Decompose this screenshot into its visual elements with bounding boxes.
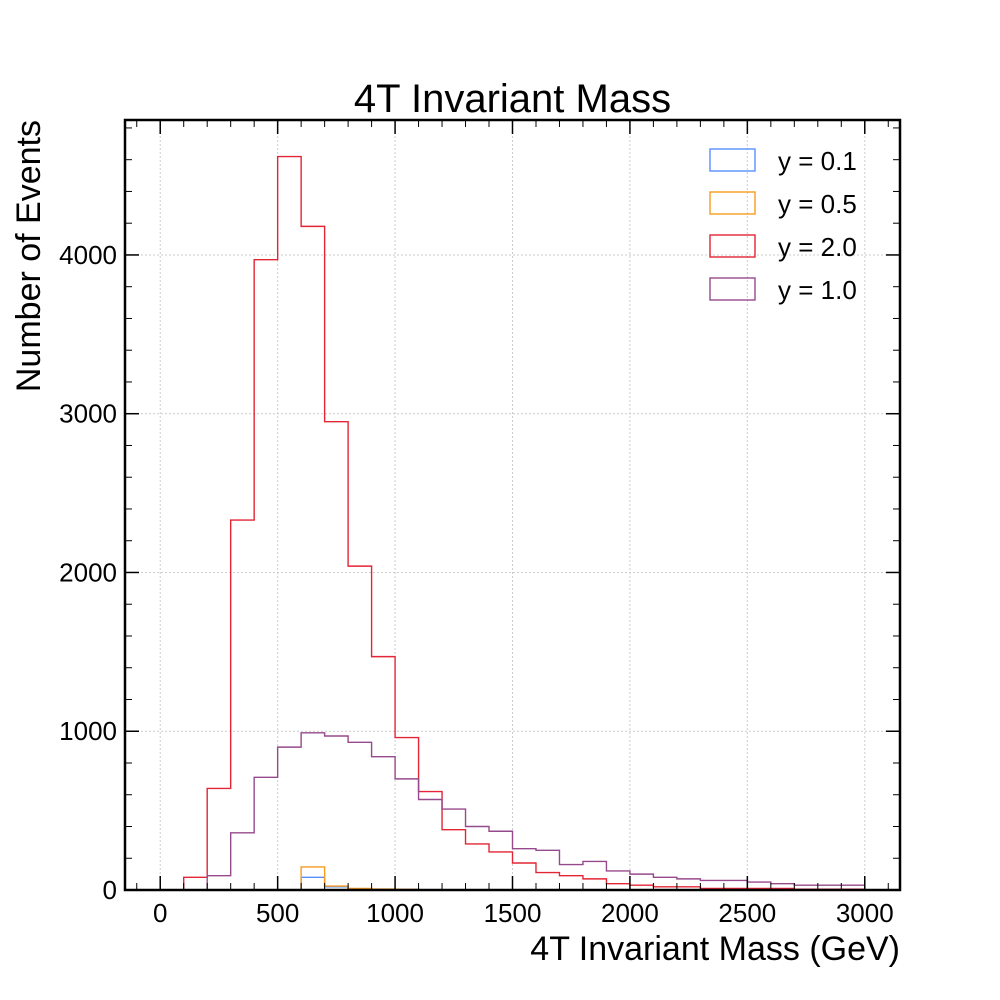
x-tick-label: 1000 <box>366 898 424 928</box>
x-tick-label: 0 <box>153 898 167 928</box>
legend-label-2: y = 0.5 <box>778 189 857 219</box>
series-line-3 <box>160 155 866 891</box>
series-line-4 <box>160 732 866 891</box>
x-tick-label: 500 <box>256 898 299 928</box>
legend-swatch-4 <box>709 277 756 301</box>
y-tick-label: 3000 <box>59 399 117 429</box>
y-tick-label: 4000 <box>59 240 117 270</box>
x-tick-label: 2000 <box>601 898 659 928</box>
y-tick-label: 1000 <box>59 716 117 746</box>
y-tick-label: 0 <box>103 875 117 905</box>
legend-swatch-1 <box>709 148 756 172</box>
x-axis-label: 4T Invariant Mass (GeV) <box>530 930 900 968</box>
y-tick-label: 2000 <box>59 557 117 587</box>
chart-title: 4T Invariant Mass <box>354 77 671 121</box>
legend-label-4: y = 1.0 <box>778 275 857 305</box>
x-tick-label: 1500 <box>484 898 542 928</box>
legend-swatch-2 <box>709 191 756 215</box>
legend: y = 0.1 y = 0.5 y = 2.0 y = 1.0 <box>709 146 857 305</box>
tick-labels: 0 500 1000 1500 2000 2500 3000 0 1000 2000 3000 400… <box>59 240 894 928</box>
series-layer <box>160 155 866 891</box>
legend-label-1: y = 0.1 <box>778 146 857 176</box>
ticks <box>125 120 900 891</box>
x-tick-label: 3000 <box>836 898 894 928</box>
legend-swatch-3 <box>709 234 756 258</box>
legend-label-3: y = 2.0 <box>778 232 857 262</box>
y-axis-label: Number of Events <box>10 120 48 392</box>
x-tick-label: 2500 <box>718 898 776 928</box>
